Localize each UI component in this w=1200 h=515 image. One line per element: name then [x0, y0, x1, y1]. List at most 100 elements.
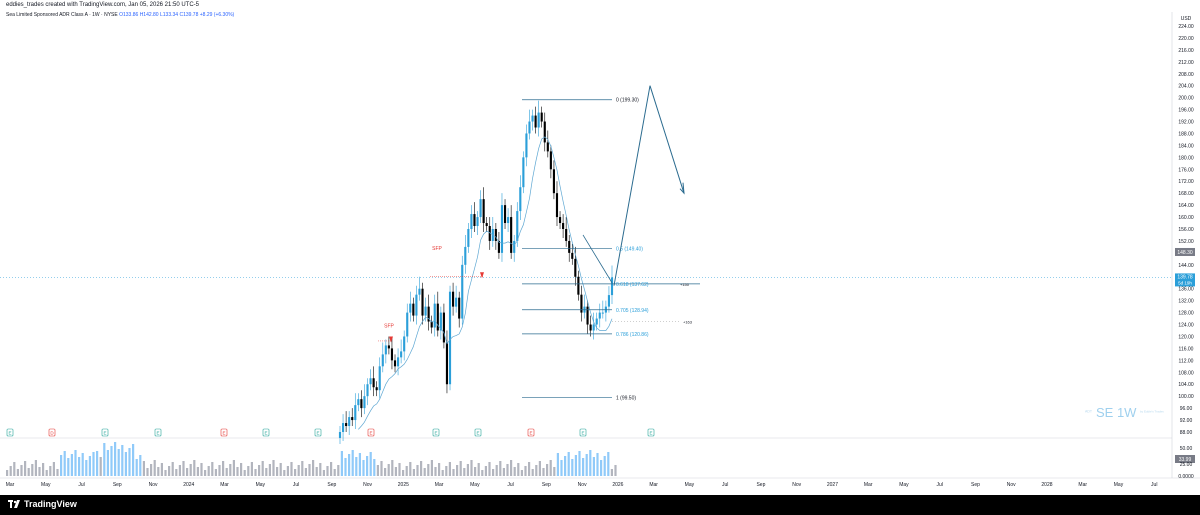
volume-bar	[99, 457, 102, 476]
event-badge[interactable]	[154, 428, 162, 437]
time-tick-label: Sep	[971, 482, 980, 488]
event-badge[interactable]	[314, 428, 322, 437]
time-tick-label: Jul	[293, 482, 299, 488]
volume-bar	[427, 464, 430, 476]
price-tick-label: 168.00	[1178, 191, 1194, 197]
time-tick-label: 2025	[398, 482, 409, 488]
price-tick-label: 116.00	[1179, 346, 1194, 352]
ohlc-high: H142.80	[139, 12, 159, 18]
fib-level-label: 0.786 (120.86)	[616, 332, 649, 338]
event-badge[interactable]	[6, 428, 14, 437]
tradingview-logo[interactable]: TradingView	[8, 499, 77, 509]
time-tick-label: Nov	[1007, 482, 1016, 488]
volume-bar	[315, 467, 318, 476]
event-badge[interactable]	[101, 428, 109, 437]
candle-body	[351, 417, 354, 421]
ma-price-label: 148.30	[1177, 250, 1193, 256]
candle-body	[452, 291, 455, 307]
volume-bar	[24, 461, 27, 476]
event-badge[interactable]	[262, 428, 270, 437]
event-badge[interactable]	[527, 428, 535, 437]
volume-bar	[567, 452, 570, 476]
volume-bar	[402, 470, 405, 476]
event-badge-label: E	[156, 431, 159, 436]
time-tick-label: Mar	[1078, 482, 1087, 488]
volume-bar	[45, 470, 48, 476]
event-badge[interactable]	[579, 428, 587, 437]
volume-bar	[556, 453, 559, 476]
price-tick-label: 160.00	[1178, 215, 1194, 221]
fib-right-tag: +150	[680, 282, 690, 287]
volume-bar	[265, 468, 268, 476]
volume-bar	[160, 463, 163, 476]
price-tick-label: 196.00	[1178, 108, 1194, 114]
price-chart[interactable]: USD 224.00 220.00 216.00 212.00 208.00 204.00 2…	[0, 0, 1200, 495]
volume-bar	[70, 454, 73, 476]
volume-bar	[351, 450, 354, 476]
time-tick-label: May	[1114, 482, 1124, 488]
volume-bar	[542, 468, 545, 476]
price-tick-label: 128.00	[1178, 311, 1194, 317]
price-tick-label: 176.00	[1178, 167, 1194, 173]
price-tick-label: 172.00	[1178, 179, 1194, 185]
volume-bar	[236, 467, 239, 476]
candle-body	[338, 432, 342, 438]
volume-bar	[297, 465, 300, 476]
price-tick-label: 204.00	[1178, 84, 1194, 90]
candle-body	[586, 306, 589, 325]
volume-bar	[168, 466, 171, 476]
volume-bar	[182, 461, 185, 476]
volume-bar	[128, 448, 131, 476]
watermark-prefix: ADT	[1085, 410, 1093, 414]
time-tick-label: Sep	[113, 482, 122, 488]
volume-bar	[596, 453, 599, 476]
event-badge[interactable]	[647, 428, 655, 437]
time-tick-label: Jul	[937, 482, 943, 488]
event-badge[interactable]	[48, 428, 56, 437]
volume-bar	[326, 466, 329, 476]
volume-bar	[240, 463, 243, 476]
time-tick-label: Sep	[542, 482, 551, 488]
candle-body	[461, 264, 464, 319]
event-badge[interactable]	[432, 428, 440, 437]
volume-bar	[178, 465, 181, 476]
candle-body	[436, 303, 439, 331]
volume-bar	[200, 463, 203, 476]
price-tick-label: 224.00	[1178, 24, 1194, 30]
event-badge[interactable]	[367, 428, 375, 437]
volume-bar	[506, 464, 509, 476]
price-tick-label: 208.00	[1178, 72, 1194, 78]
candle-body	[500, 205, 504, 253]
volume-bar	[333, 469, 336, 476]
time-tick-label: 2028	[1041, 482, 1052, 488]
candle-body	[552, 169, 556, 194]
volume-bar	[254, 469, 257, 476]
event-badge[interactable]	[474, 428, 482, 437]
last-price-badge	[1175, 273, 1195, 287]
price-tick-label: 164.00	[1178, 203, 1194, 209]
volume-bar	[463, 468, 466, 476]
sfp-marker	[389, 336, 393, 343]
event-badge-label: E	[316, 431, 319, 436]
volume-bar	[531, 469, 534, 476]
volume-bar	[258, 465, 261, 476]
candle-body	[354, 405, 357, 421]
volume-bar	[348, 454, 351, 476]
candle-body	[516, 211, 519, 241]
candle-body	[562, 223, 565, 229]
volume-bar	[535, 465, 538, 476]
symbol-legend[interactable]: Sea Limited Sponsored ADR Class A · 1W ·…	[6, 12, 234, 18]
volume-bar	[196, 467, 199, 476]
volume-bar	[423, 468, 426, 476]
time-tick-label: Mar	[649, 482, 658, 488]
volume-bar	[614, 465, 617, 476]
time-tick-label: May	[685, 482, 695, 488]
volume-bar	[78, 457, 81, 476]
candle-body	[574, 258, 577, 277]
volume-bar	[477, 463, 480, 476]
volume-bar	[452, 469, 455, 476]
projection-arrowhead	[679, 182, 685, 195]
ohlc-change: +8.29 (+6.30%)	[199, 12, 235, 18]
event-badge[interactable]	[220, 428, 228, 437]
